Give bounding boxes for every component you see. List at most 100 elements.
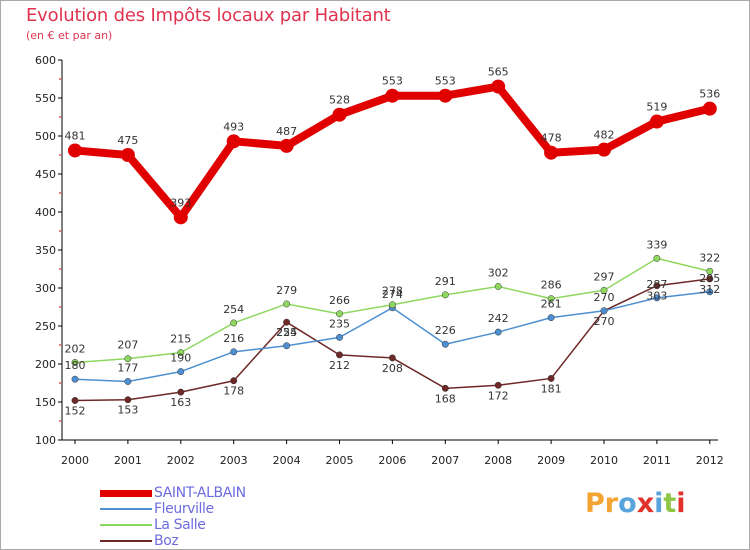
- data-point: [71, 359, 79, 366]
- data-label: 235: [329, 317, 350, 330]
- y-tick-label: 400: [35, 206, 56, 219]
- data-label: 487: [276, 125, 297, 138]
- data-label: 278: [382, 285, 403, 298]
- data-point: [283, 300, 291, 308]
- x-tick-label: 2000: [61, 454, 89, 467]
- legend-item: Boz: [100, 533, 246, 549]
- x-tick-label: 2004: [273, 454, 301, 467]
- data-labels: 481 475 393 493 487 528 553 553 565 478 482 519 536 1…: [65, 66, 721, 418]
- data-label: 302: [488, 266, 509, 279]
- x-tick-label: 2012: [696, 454, 724, 467]
- data-label: 207: [117, 339, 138, 352]
- data-label: 163: [170, 396, 191, 409]
- data-label: 393: [170, 196, 191, 209]
- y-tick-label: 350: [35, 244, 56, 257]
- data-point: [279, 138, 294, 153]
- data-point: [649, 114, 664, 129]
- logo-letter: x: [636, 488, 655, 519]
- data-point: [230, 319, 238, 327]
- data-label: 172: [488, 389, 509, 402]
- y-tick-label: 500: [35, 130, 56, 143]
- data-label: 168: [435, 392, 456, 405]
- data-point: [336, 351, 343, 359]
- x-tick-label: 2001: [114, 454, 142, 467]
- data-label: 270: [594, 291, 615, 304]
- data-label: 181: [541, 382, 562, 395]
- axes: 100 150 200 250 300 350 400 450 500 550 600 2000 200…: [35, 54, 724, 467]
- data-point: [120, 148, 135, 162]
- y-tick-label: 600: [35, 54, 56, 67]
- data-point: [441, 340, 449, 348]
- y-tick-label: 450: [35, 168, 56, 181]
- data-label: 519: [646, 101, 667, 114]
- legend-item: SAINT-ALBAIN: [100, 485, 246, 501]
- y-tick-label: 100: [35, 434, 56, 447]
- legend-label: SAINT-ALBAIN: [154, 485, 246, 501]
- data-label: 493: [223, 120, 244, 133]
- x-tick-label: 2008: [484, 454, 512, 467]
- data-point: [226, 134, 241, 149]
- data-label: 177: [117, 361, 138, 374]
- data-point: [653, 282, 661, 290]
- data-point: [441, 384, 449, 392]
- logo-letter: i: [654, 488, 664, 519]
- data-label: 528: [329, 94, 350, 107]
- data-label: 242: [488, 312, 509, 325]
- data-point: [71, 397, 79, 404]
- data-point: [438, 88, 453, 103]
- data-label: 553: [435, 75, 456, 88]
- data-label: 274: [382, 288, 403, 301]
- data-label: 287: [646, 278, 667, 291]
- data-label: 478: [541, 132, 562, 145]
- data-point: [702, 101, 717, 116]
- x-tick-label: 2005: [326, 454, 354, 467]
- data-label: 297: [594, 270, 615, 283]
- legend-label: Fleurville: [154, 501, 214, 517]
- data-label: 266: [329, 294, 350, 307]
- data-point: [177, 349, 185, 357]
- data-point: [332, 107, 347, 122]
- data-label: 270: [594, 315, 615, 328]
- data-label: 291: [435, 275, 456, 288]
- data-point: [388, 354, 396, 362]
- data-point: [230, 348, 238, 356]
- y-tick-label: 550: [35, 92, 56, 105]
- data-label: 475: [117, 134, 138, 147]
- data-point: [653, 254, 661, 262]
- data-point: [544, 145, 559, 160]
- data-point: [283, 318, 291, 326]
- data-point: [494, 328, 502, 336]
- data-label: 482: [594, 129, 615, 142]
- x-tick-label: 2009: [537, 454, 565, 467]
- data-point: [68, 143, 82, 158]
- y-tick-label: 200: [35, 358, 56, 371]
- data-label: 216: [223, 332, 244, 345]
- data-point: [706, 275, 714, 283]
- x-tick-label: 2007: [431, 454, 459, 467]
- data-point: [124, 396, 132, 404]
- data-label: 152: [65, 404, 86, 417]
- data-label: 226: [435, 324, 456, 337]
- data-point: [491, 79, 506, 94]
- data-label: 254: [223, 303, 244, 316]
- data-point: [388, 301, 396, 309]
- data-point: [706, 267, 714, 275]
- data-label: 565: [488, 66, 509, 79]
- data-point: [653, 294, 661, 302]
- data-label: 261: [541, 298, 562, 311]
- data-point: [173, 210, 188, 225]
- data-label: 553: [382, 75, 403, 88]
- x-tick-label: 2006: [378, 454, 406, 467]
- data-label: 303: [646, 290, 667, 303]
- data-label: 202: [65, 342, 86, 355]
- data-label: 212: [329, 359, 350, 372]
- logo-letter: r: [604, 488, 619, 519]
- logo-letter: P: [585, 488, 605, 519]
- legend: SAINT-ALBAIN Fleurville La Salle Boz: [100, 485, 246, 549]
- data-label: 339: [646, 238, 667, 251]
- x-tick-label: 2010: [590, 454, 618, 467]
- data-label: 322: [699, 251, 720, 264]
- data-label: 295: [699, 272, 720, 285]
